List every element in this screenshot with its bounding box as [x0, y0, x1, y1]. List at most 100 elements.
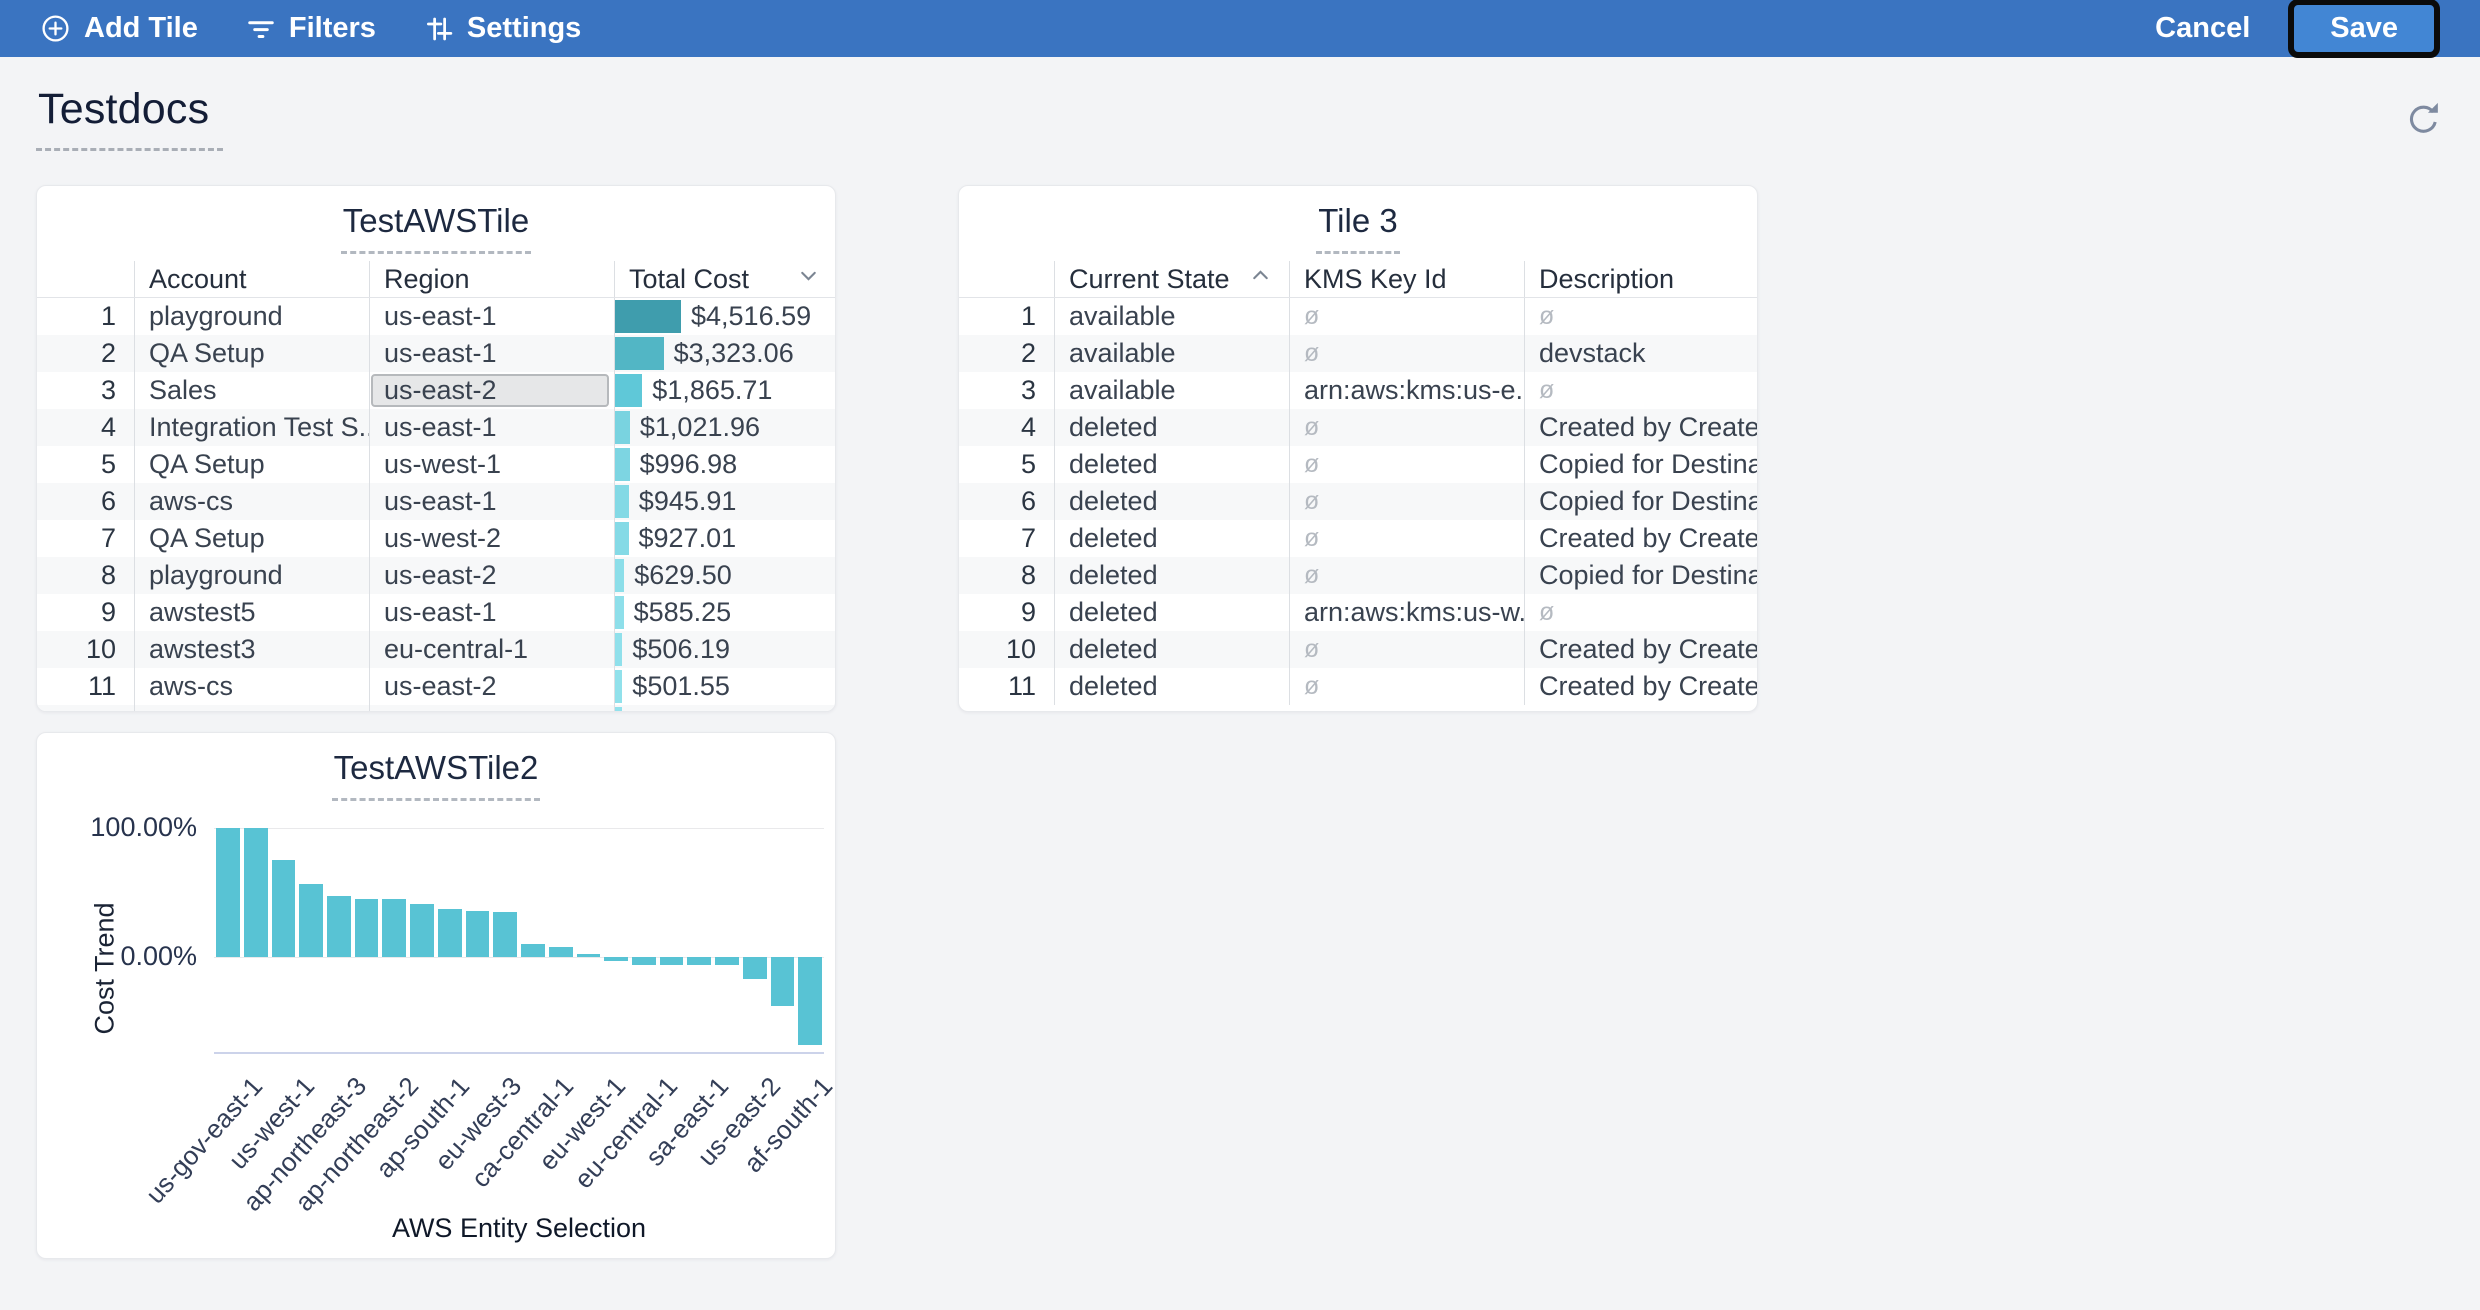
column-header-region[interactable]: Region: [369, 261, 614, 297]
cell-kms-key-id[interactable]: ø: [1289, 631, 1524, 668]
cell-current-state[interactable]: available: [1054, 372, 1289, 409]
null-value-mark: ø: [1304, 672, 1320, 700]
cell-current-state[interactable]: deleted: [1054, 594, 1289, 631]
cell-total-cost[interactable]: $3,323.06: [614, 335, 835, 372]
cell-description[interactable]: ø: [1524, 298, 1757, 335]
filters-button[interactable]: Filters: [246, 12, 376, 45]
tile-title: TestAWSTile: [340, 202, 532, 254]
cell-account[interactable]: playground: [134, 557, 369, 594]
null-value-mark: ø: [1304, 413, 1320, 441]
cell-description[interactable]: Copied for Destina...: [1524, 557, 1757, 594]
cell-kms-key-id[interactable]: ø: [1289, 335, 1524, 372]
cell-account[interactable]: playground: [134, 298, 369, 335]
cell-kms-key-id[interactable]: ø: [1289, 409, 1524, 446]
cell-account[interactable]: aws-cs: [134, 668, 369, 705]
cell-current-state[interactable]: deleted: [1054, 668, 1289, 705]
cell-region[interactable]: us-east-2: [369, 668, 614, 705]
cost-value: $585.25: [633, 597, 732, 627]
cell-region[interactable]: eu-central-1: [369, 631, 614, 668]
cell-region[interactable]: us-east-1: [369, 483, 614, 520]
add-circle-icon: [40, 13, 71, 44]
add-tile-button[interactable]: Add Tile: [40, 12, 198, 45]
cell-description[interactable]: ø: [1524, 594, 1757, 631]
cell-region[interactable]: us-east-2: [369, 557, 614, 594]
row-number-header: [959, 261, 1054, 297]
cell-account[interactable]: QA Setup: [134, 520, 369, 557]
settings-button[interactable]: Settings: [424, 12, 581, 45]
row-number: 2: [100, 338, 116, 368]
save-button[interactable]: Save: [2294, 5, 2434, 52]
cell-region-selected[interactable]: us-east-2: [369, 372, 614, 409]
cell-description[interactable]: Copied for Destina...: [1524, 483, 1757, 520]
cell-total-cost[interactable]: $506.19: [614, 631, 835, 668]
row-number: 7: [1020, 523, 1036, 553]
cell-account[interactable]: awstest5: [134, 594, 369, 631]
table-row: 7 QA Setup us-west-2 $927.01: [37, 520, 835, 557]
cell-description[interactable]: Created by Create...: [1524, 520, 1757, 557]
cell-account[interactable]: awstest3: [134, 631, 369, 668]
column-header-kms-key-id[interactable]: KMS Key Id: [1289, 261, 1524, 297]
cell-description[interactable]: Created by Create...: [1524, 631, 1757, 668]
cell-kms-key-id[interactable]: arn:aws:kms:us-e...: [1289, 372, 1524, 409]
row-number: 9: [100, 597, 116, 627]
table-row: 10 awstest3 eu-central-1 $506.19: [37, 631, 835, 668]
cell-description[interactable]: devstack: [1524, 335, 1757, 372]
cell-account[interactable]: QA Setup: [134, 446, 369, 483]
cell-current-state[interactable]: deleted: [1054, 483, 1289, 520]
cell-kms-key-id[interactable]: ø: [1289, 483, 1524, 520]
column-header-account[interactable]: Account: [134, 261, 369, 297]
cancel-button[interactable]: Cancel: [2155, 12, 2251, 44]
cell-region[interactable]: us-east-1: [369, 409, 614, 446]
cell-total-cost[interactable]: $629.50: [614, 557, 835, 594]
column-header-current-state[interactable]: Current State: [1054, 261, 1289, 297]
cell-total-cost[interactable]: $501.55: [614, 668, 835, 705]
cell-account[interactable]: Sales: [134, 372, 369, 409]
row-number: 8: [1020, 560, 1036, 590]
cell-kms-key-id[interactable]: ø: [1289, 446, 1524, 483]
cell-current-state[interactable]: deleted: [1054, 409, 1289, 446]
cell-kms-key-id[interactable]: ø: [1289, 557, 1524, 594]
cell-current-state[interactable]: available: [1054, 335, 1289, 372]
cost-data-bar: [615, 633, 623, 666]
cell-total-cost[interactable]: $996.98: [614, 446, 835, 483]
cell-account[interactable]: Integration Test S...: [134, 409, 369, 446]
cell-region[interactable]: us-east-1: [369, 298, 614, 335]
cell-total-cost[interactable]: $945.91: [614, 483, 835, 520]
cost-data-bar: [615, 485, 629, 518]
cell-total-cost[interactable]: $927.01: [614, 520, 835, 557]
cell-current-state[interactable]: deleted: [1054, 446, 1289, 483]
cell-region[interactable]: us-west-2: [369, 520, 614, 557]
x-axis-line: [214, 1052, 824, 1054]
cell-current-state[interactable]: deleted: [1054, 520, 1289, 557]
cell-kms-key-id[interactable]: ø: [1289, 298, 1524, 335]
table-row: 2 available ø devstack: [959, 335, 1757, 372]
cell-account[interactable]: QA Setup: [134, 335, 369, 372]
cell-total-cost[interactable]: $1,021.96: [614, 409, 835, 446]
cell-description[interactable]: ø: [1524, 372, 1757, 409]
cell-kms-key-id[interactable]: ø: [1289, 668, 1524, 705]
cell-region[interactable]: us-east-1: [369, 335, 614, 372]
table-row: 10 deleted ø Created by Create...: [959, 631, 1757, 668]
cost-data-bar: [615, 337, 664, 370]
cell-current-state[interactable]: deleted: [1054, 557, 1289, 594]
cell-account[interactable]: aws-cs: [134, 483, 369, 520]
cell-description[interactable]: Created by Create...: [1524, 409, 1757, 446]
cell-total-cost[interactable]: $4,516.59: [614, 298, 835, 335]
cell-region[interactable]: us-west-1: [369, 446, 614, 483]
cell-current-state[interactable]: available: [1054, 298, 1289, 335]
chart-bar: [521, 944, 545, 957]
cell-kms-key-id[interactable]: arn:aws:kms:us-w...: [1289, 594, 1524, 631]
refresh-icon[interactable]: [2405, 101, 2442, 143]
cell-current-state[interactable]: deleted: [1054, 631, 1289, 668]
cell-kms-key-id[interactable]: ø: [1289, 520, 1524, 557]
cell-total-cost[interactable]: $1,865.71: [614, 372, 835, 409]
cell-description[interactable]: Created by Create...: [1524, 668, 1757, 705]
cell-description[interactable]: Copied for Destina...: [1524, 446, 1757, 483]
cell-region[interactable]: us-east-1: [369, 594, 614, 631]
chart-bar: [465, 910, 490, 957]
cell-total-cost: [614, 705, 835, 711]
column-header-description[interactable]: Description: [1524, 261, 1757, 297]
table-row: 5 QA Setup us-west-1 $996.98: [37, 446, 835, 483]
column-header-total-cost[interactable]: Total Cost: [614, 261, 835, 297]
cell-total-cost[interactable]: $585.25: [614, 594, 835, 631]
